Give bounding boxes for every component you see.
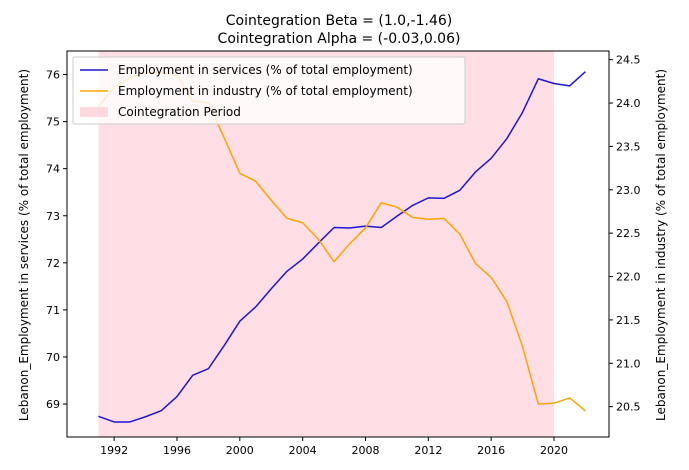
chart-title-line1: Cointegration Beta = (1.0,-1.46)	[226, 13, 452, 29]
legend: Employment in services (% of total emplo…	[72, 56, 466, 125]
y-right-tick-label: 22.0	[616, 271, 641, 284]
y-left-tick-label: 72	[46, 257, 60, 270]
y-right-tick-label: 23.5	[616, 140, 641, 153]
legend-entry-period-label: Cointegration Period	[118, 105, 241, 119]
x-tick-label: 2004	[289, 444, 317, 457]
plot-frame	[66, 50, 610, 438]
y-left-tick-label: 71	[46, 304, 60, 317]
y-left-tick-label: 76	[46, 69, 60, 82]
y-left-tick-label: 75	[46, 116, 60, 129]
legend-box	[72, 56, 466, 125]
x-tick-label: 2020	[540, 444, 568, 457]
x-tick-label: 2008	[351, 444, 379, 457]
y-right-tick-label: 21.5	[616, 314, 641, 327]
y-left-tick-label: 70	[46, 351, 60, 364]
plot-area: 1992 1996 2000 2004 2008 2012 2016 2020 69 70 71 72…	[46, 50, 641, 457]
x-tick-label: 2000	[226, 444, 254, 457]
y-axis-label-left: Lebanon_Employment in services (% of tot…	[17, 69, 31, 421]
series-line-services	[98, 71, 586, 423]
y-right-tick-label: 24.0	[616, 97, 641, 110]
x-tick-label: 2016	[477, 444, 505, 457]
x-tick-label: 1992	[100, 444, 128, 457]
y-right-tick-label: 21.0	[616, 357, 641, 370]
legend-entry-services-label: Employment in services (% of total emplo…	[118, 63, 413, 77]
legend-entry-period-swatch	[80, 107, 108, 117]
y-left-tick-label: 69	[46, 398, 60, 411]
y-right-tick-label: 20.5	[616, 401, 641, 414]
chart-title-line2: Cointegration Alpha = (-0.03,0.06)	[218, 31, 461, 47]
x-tick-label: 1996	[163, 444, 191, 457]
x-tick-label: 2012	[414, 444, 442, 457]
y-left-tick-label: 74	[46, 163, 60, 176]
y-right-tick-label: 24.5	[616, 54, 641, 67]
y-axis-label-right: Lebanon_Employment in industry (% of tot…	[654, 69, 668, 421]
legend-entry-industry-label: Employment in industry (% of total emplo…	[118, 84, 413, 98]
y-right-tick-label: 23.0	[616, 184, 641, 197]
y-left-tick-label: 73	[46, 210, 60, 223]
y-right-tick-label: 22.5	[616, 227, 641, 240]
